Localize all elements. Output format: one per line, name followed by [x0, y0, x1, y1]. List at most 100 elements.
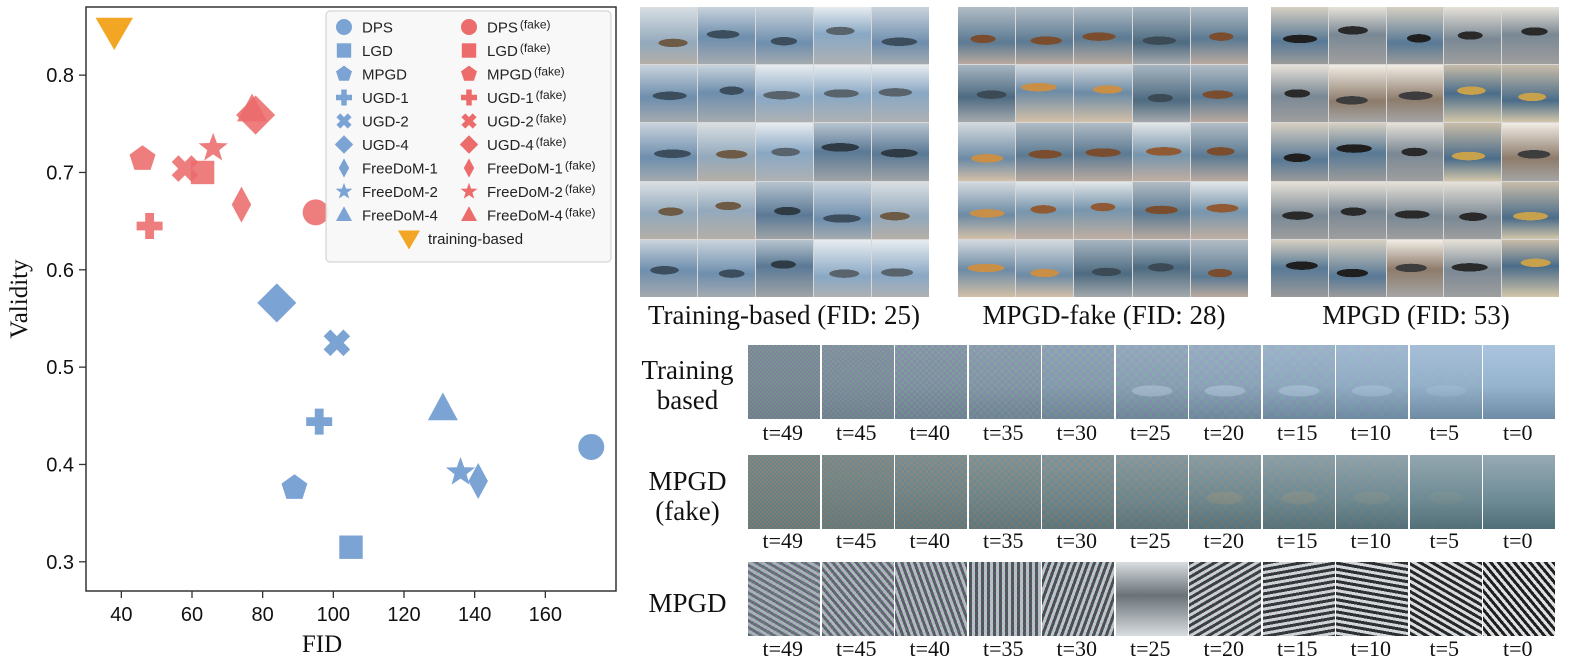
image-grid-mpgd — [1271, 7, 1559, 297]
sample-thumbnail — [698, 7, 755, 65]
y-tick-label: 0.6 — [46, 260, 74, 282]
legend-label-mpgd: MPGD — [362, 67, 407, 84]
sample-thumbnail — [1132, 181, 1190, 239]
x-tick-label: 80 — [252, 604, 274, 626]
legend-label-training-based: training-based — [428, 231, 523, 248]
trajectory-frame — [1115, 455, 1188, 529]
sample-thumbnail — [1016, 7, 1074, 65]
sample-thumbnail — [1502, 181, 1559, 239]
data-points — [95, 17, 605, 559]
trajectory-frame — [1262, 562, 1335, 636]
sample-thumbnail — [1444, 123, 1502, 181]
timestep-labels-mpgd: t=49 t=45 t=40 t=35 t=30 t=25 t=20 t=15 t=10 t=5 t… — [746, 636, 1555, 662]
sample-thumbnail — [872, 65, 929, 123]
point-freedom-2 — [445, 456, 476, 485]
sample-thumbnail — [640, 65, 697, 123]
point-freedom-1-fake — [231, 186, 252, 223]
grid-title-mpgd: MPGD (FID: 53) — [1322, 300, 1510, 330]
timestep-label: t=45 — [835, 636, 877, 661]
legend-label-dps: DPS — [362, 20, 393, 37]
trajectory-frame — [1042, 455, 1114, 529]
point-training-based — [95, 17, 133, 51]
sample-thumbnail — [640, 123, 697, 181]
legend-marker-freedom-2-fake — [460, 182, 478, 199]
sample-thumbnail — [1271, 181, 1328, 239]
legend-marker-dps-fake — [461, 19, 477, 35]
y-tick-label: 0.4 — [46, 454, 74, 476]
trajectory-frame — [1189, 455, 1261, 529]
sample-thumbnail — [1328, 239, 1386, 297]
trajectory-frame — [895, 562, 967, 636]
trajectory-frame — [1409, 345, 1482, 419]
trajectory-frame — [1189, 562, 1261, 636]
point-ugd-1-fake — [136, 213, 163, 239]
timestep-label: t=35 — [982, 636, 1024, 661]
timestep-label: t=30 — [1056, 636, 1098, 661]
legend-label-ugd-1: UGD-1 — [362, 90, 409, 107]
sample-thumbnail — [640, 7, 697, 65]
x-tick-label: 40 — [110, 604, 132, 626]
sample-thumbnail — [1074, 7, 1132, 65]
sample-thumbnail — [698, 123, 755, 181]
legend-marker-ugd-2 — [336, 113, 352, 129]
sample-thumbnail — [1190, 239, 1248, 297]
row-label-mpgd-fake: MPGD (fake) — [630, 466, 745, 526]
grid-title-training: Training-based (FID: 25) — [648, 300, 920, 330]
legend-label-freedom-4: FreeDoM-4 — [362, 208, 438, 225]
sample-thumbnail — [698, 65, 755, 123]
y-axis: 0.3 0.4 0.5 0.6 0.7 0.8 — [46, 65, 86, 574]
sample-thumbnail — [1502, 65, 1559, 123]
trajectory-frame — [821, 562, 894, 636]
row-label-training: Training based — [630, 355, 745, 415]
x-axis: 40 60 80 100 120 140 160 — [110, 591, 562, 626]
sample-thumbnail — [1074, 181, 1132, 239]
trajectory-frame — [1336, 345, 1408, 419]
point-lgd-fake — [190, 160, 215, 185]
legend-marker-lgd-fake — [461, 43, 477, 58]
trajectory-frame — [1336, 455, 1408, 529]
sample-thumbnail — [1190, 7, 1248, 65]
timestep-label: t=49 — [762, 420, 804, 445]
sample-thumbnail — [698, 239, 755, 297]
row-label-mpgd: MPGD — [630, 588, 745, 618]
sample-thumbnail — [1074, 65, 1132, 123]
sample-thumbnail — [958, 181, 1016, 239]
legend-label-ugd-4: UGD-4 — [362, 137, 409, 154]
sample-thumbnail — [1386, 123, 1444, 181]
timestep-label: t=40 — [909, 528, 951, 553]
timestep-label: t=0 — [1502, 420, 1533, 445]
timestep-label: t=45 — [835, 528, 877, 553]
sample-thumbnail — [640, 239, 697, 297]
point-freedom-1 — [468, 463, 488, 500]
point-dps — [578, 433, 605, 460]
row-label-mpgd-fake-line1: MPGD — [648, 466, 727, 496]
trajectory-frame — [748, 345, 820, 419]
sample-thumbnail — [958, 239, 1016, 297]
trajectory-frame — [1483, 455, 1555, 529]
sample-thumbnail — [1444, 181, 1502, 239]
legend-marker-freedom-4-fake — [461, 206, 477, 221]
legend-label-ugd-2: UGD-2 — [362, 114, 409, 131]
point-ugd-2 — [323, 329, 351, 357]
image-grid-mpgd-fake — [958, 7, 1248, 297]
sample-thumbnail — [1502, 239, 1559, 297]
legend-marker-mpgd — [336, 65, 352, 81]
timestep-label: t=49 — [762, 528, 804, 553]
timestep-label: t=20 — [1203, 420, 1245, 445]
timestep-label: t=10 — [1350, 636, 1392, 661]
legend-marker-ugd-1-fake — [461, 89, 477, 106]
sample-thumbnail — [756, 65, 813, 123]
sample-thumbnail — [1444, 239, 1502, 297]
trajectory-frame — [748, 562, 820, 636]
sample-thumbnail — [1271, 65, 1328, 123]
row-label-mpgd-line1: MPGD — [648, 588, 727, 618]
legend-marker-mpgd-fake — [461, 65, 477, 81]
sample-thumbnail — [814, 239, 871, 297]
trajectory-frame — [1409, 562, 1482, 636]
sample-thumbnail — [1074, 123, 1132, 181]
point-dps-fake — [302, 199, 329, 226]
trajectory-frame — [1483, 562, 1555, 636]
sample-thumbnail — [640, 181, 697, 239]
sample-thumbnail — [1190, 65, 1248, 123]
sample-thumbnail — [1132, 65, 1190, 123]
